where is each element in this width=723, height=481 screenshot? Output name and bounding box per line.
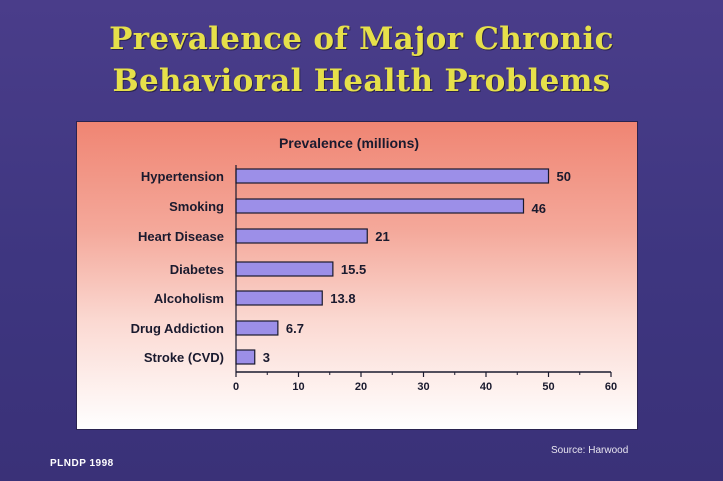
x-tick-label-50: 50 xyxy=(542,381,554,393)
bar-diabetes xyxy=(235,261,334,277)
category-label-heart-disease: Heart Disease xyxy=(138,229,224,244)
slide-title: Prevalence of Major Chronic Behavioral H… xyxy=(0,18,723,102)
bar-hypertension xyxy=(235,168,550,184)
slide-title-line-1: Prevalence of Major Chronic xyxy=(109,21,614,57)
value-label-diabetes: 15.5 xyxy=(341,262,366,277)
category-label-smoking: Smoking xyxy=(169,199,224,214)
category-label-hypertension: Hypertension xyxy=(141,169,224,184)
source-note: Source: Harwood xyxy=(551,445,629,456)
x-tick-label-30: 30 xyxy=(417,381,429,393)
category-label-diabetes: Diabetes xyxy=(170,262,224,277)
x-tick-label-60: 60 xyxy=(605,381,617,393)
value-label-heart-disease: 21 xyxy=(375,229,389,244)
bar-heart-disease xyxy=(235,228,368,244)
value-label-drug-addiction: 6.7 xyxy=(286,321,304,336)
bar-stroke-cvd xyxy=(235,349,256,365)
x-tick-label-0: 0 xyxy=(233,381,239,393)
x-tick-label-10: 10 xyxy=(292,381,304,393)
value-label-smoking: 46 xyxy=(532,201,546,216)
category-label-stroke-cvd: Stroke (CVD) xyxy=(144,350,224,365)
x-tick-label-20: 20 xyxy=(355,381,367,393)
footer-label: PLNDP 1998 xyxy=(50,458,114,469)
slide-title-line-2: Behavioral Health Problems xyxy=(112,63,611,99)
value-label-stroke-cvd: 3 xyxy=(263,350,270,365)
category-label-drug-addiction: Drug Addiction xyxy=(131,321,224,336)
category-label-alcoholism: Alcoholism xyxy=(154,291,224,306)
bar-alcoholism xyxy=(235,290,323,306)
value-label-hypertension: 50 xyxy=(557,169,571,184)
bar-drug-addiction xyxy=(235,320,279,336)
bar-smoking xyxy=(235,198,525,214)
bars-group: Hypertension 50 Smoking 46 Heart Disease 21 Di… xyxy=(131,168,571,365)
x-axis: 0 10 20 30 40 50 60 xyxy=(233,165,617,393)
value-label-alcoholism: 13.8 xyxy=(330,291,355,306)
x-tick-label-40: 40 xyxy=(480,381,492,393)
chart-title: Prevalence (millions) xyxy=(279,135,419,151)
